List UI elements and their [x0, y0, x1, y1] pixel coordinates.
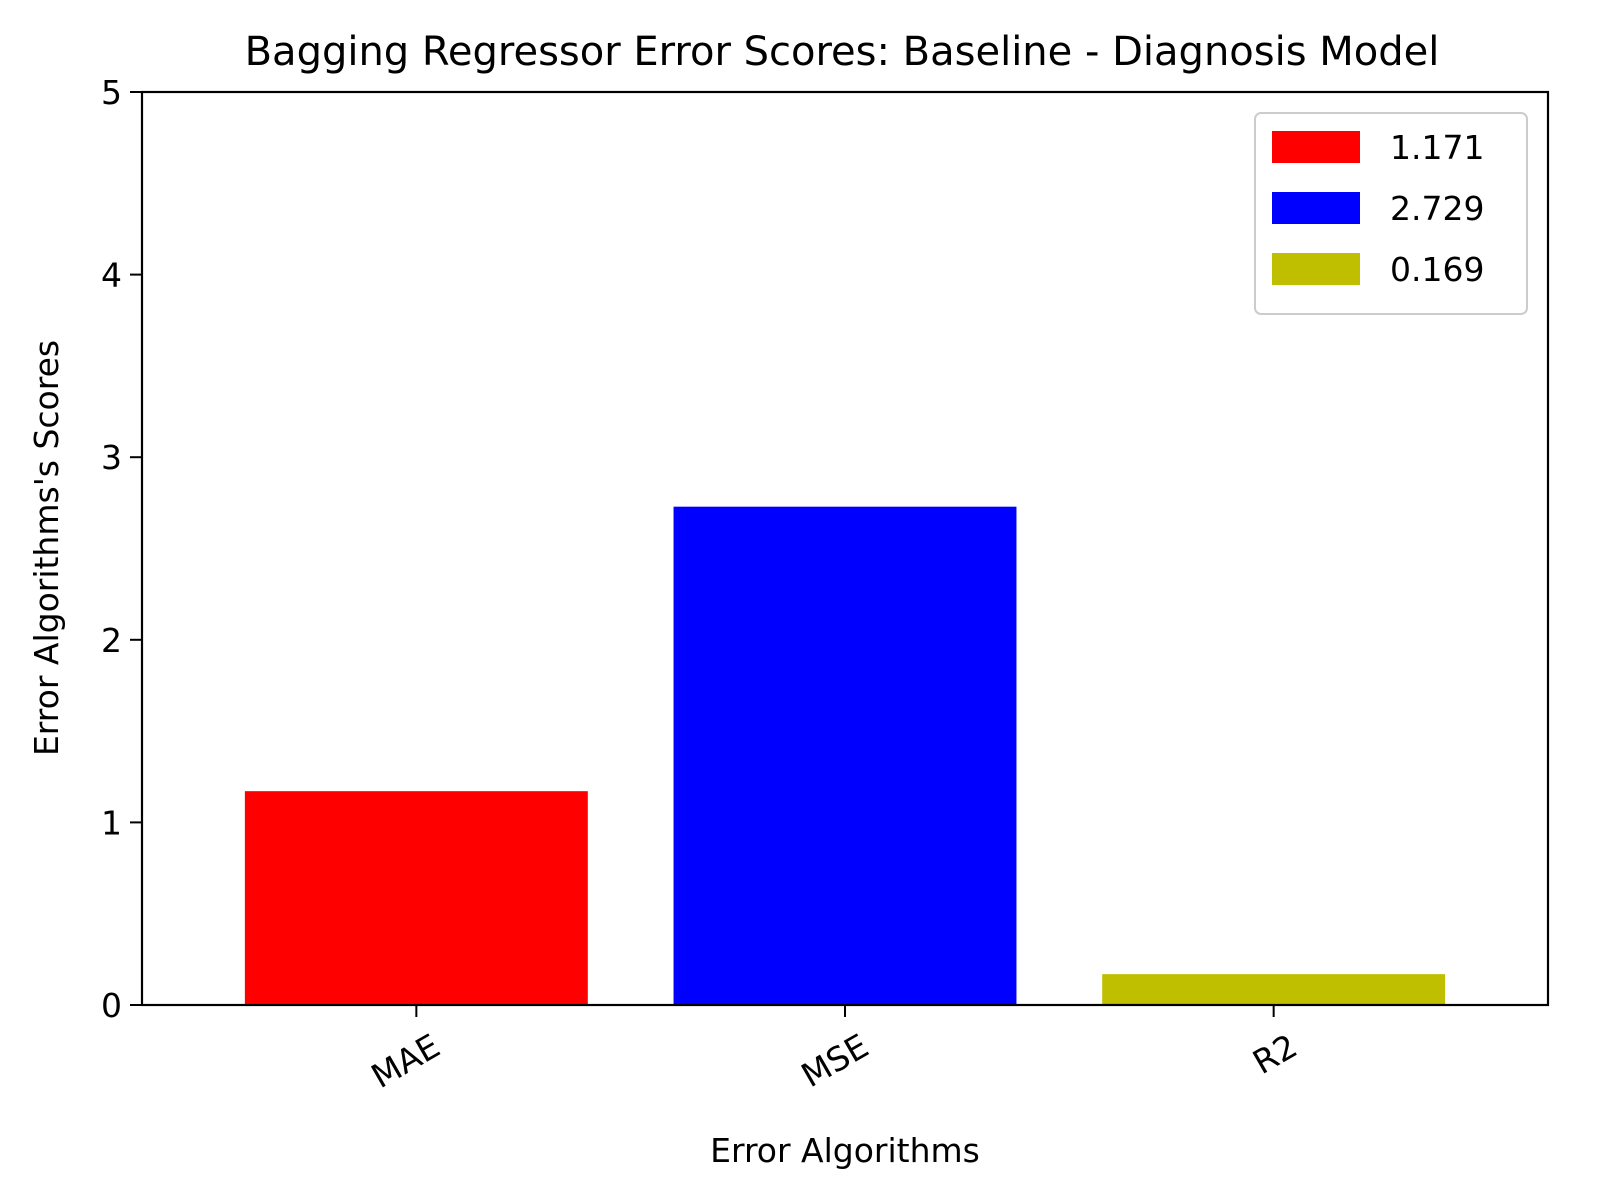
chart-title: Bagging Regressor Error Scores: Baseline…	[245, 29, 1440, 75]
x-tick-label-mae: MAE	[365, 1026, 447, 1096]
legend-swatch	[1272, 253, 1360, 285]
bar-r2	[1102, 974, 1446, 1005]
legend-label: 1.171	[1390, 128, 1484, 167]
bars-group	[244, 506, 1446, 1005]
legend: 1.171 2.729 0.169	[1254, 112, 1528, 315]
y-tick-label: 2	[101, 621, 122, 660]
legend-label: 2.729	[1390, 189, 1484, 228]
x-tick-label-r2: R2	[1246, 1026, 1304, 1082]
legend-swatch	[1272, 192, 1360, 224]
y-axis: 0 1 2 3 4 5	[101, 73, 142, 1025]
x-axis: MAE MSE R2	[365, 1005, 1304, 1096]
y-tick-label: 4	[101, 256, 122, 295]
legend-swatch	[1272, 131, 1360, 163]
x-tick-label-mse: MSE	[795, 1026, 875, 1095]
y-tick-label: 3	[101, 438, 122, 477]
bar-mse	[673, 506, 1017, 1005]
y-tick-label: 0	[101, 986, 122, 1025]
y-axis-label: Error Algorithms's Scores	[27, 340, 66, 756]
bar-mae	[244, 791, 588, 1005]
x-axis-label: Error Algorithms	[710, 1131, 980, 1170]
y-tick-label: 1	[101, 803, 122, 842]
legend-label: 0.169	[1390, 250, 1484, 289]
y-tick-label: 5	[101, 73, 122, 112]
